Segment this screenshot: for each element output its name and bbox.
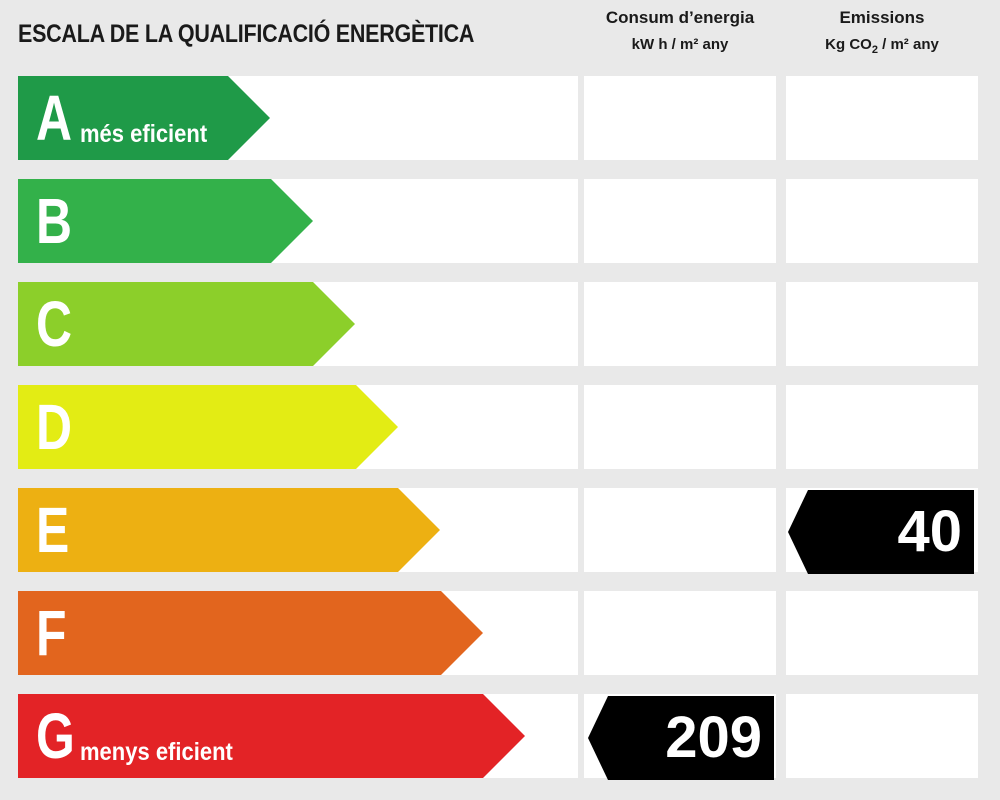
emissions-cell xyxy=(786,282,978,366)
rating-letter: C xyxy=(36,288,73,360)
rating-lane: F xyxy=(18,591,578,675)
rating-row-d: D xyxy=(18,385,978,469)
emissions-column-unit: Kg CO2 / m² any xyxy=(786,36,978,56)
emissions-cell xyxy=(786,76,978,160)
energy-cell xyxy=(584,591,776,675)
energy-column-title: Consum d’energia xyxy=(605,8,755,27)
rating-arrow-c: C xyxy=(18,282,355,366)
rating-row-f: F xyxy=(18,591,978,675)
rating-letter: F xyxy=(36,597,67,669)
emissions-unit-suffix: / m² any xyxy=(877,36,939,53)
rating-letter: B xyxy=(36,185,73,257)
emissions-cell xyxy=(786,591,978,675)
emissions-cell xyxy=(786,385,978,469)
rating-letter: A xyxy=(36,82,73,154)
energy-cell xyxy=(584,76,776,160)
rating-lane: E xyxy=(18,488,578,572)
emissions-result-value: 40 xyxy=(897,499,962,564)
rating-row-c: C xyxy=(18,282,978,366)
emissions-unit-prefix: Kg CO xyxy=(825,36,872,53)
emissions-cell xyxy=(786,179,978,263)
rating-caption: menys eficient xyxy=(80,738,233,766)
rating-letter: E xyxy=(36,494,70,566)
emissions-column-header: Emissions Kg CO2 / m² any xyxy=(786,8,978,56)
energy-cell xyxy=(584,282,776,366)
energy-result-value: 209 xyxy=(665,705,762,770)
emissions-cell xyxy=(786,694,978,778)
rating-letter: G xyxy=(36,700,75,772)
energy-cell xyxy=(584,488,776,572)
emissions-column-title: Emissions xyxy=(839,8,925,27)
rating-arrow-e: E xyxy=(18,488,440,572)
rating-arrow-f: F xyxy=(18,591,483,675)
energy-result-marker: 209 xyxy=(588,696,774,780)
rating-letter: D xyxy=(36,391,73,463)
energy-cell xyxy=(584,385,776,469)
emissions-result-marker: 40 xyxy=(788,490,974,574)
energy-column-unit: kW h / m² any xyxy=(631,36,729,53)
rating-caption: més eficient xyxy=(80,120,208,148)
rating-row-e: E 40 xyxy=(18,488,978,574)
energy-cell xyxy=(584,179,776,263)
energy-column-header: Consum d’energia kW h / m² any xyxy=(584,8,776,53)
rating-lane: C xyxy=(18,282,578,366)
emissions-unit-subscript: 2 xyxy=(871,44,878,56)
rating-arrow-d: D xyxy=(18,385,398,469)
rating-row-b: B xyxy=(18,179,978,263)
rating-lane: D xyxy=(18,385,578,469)
page-title: ESCALA DE LA QUALIFICACIÓ ENERGÈTICA xyxy=(18,20,475,48)
rating-arrow-b: B xyxy=(18,179,313,263)
rating-lane: B xyxy=(18,179,578,263)
